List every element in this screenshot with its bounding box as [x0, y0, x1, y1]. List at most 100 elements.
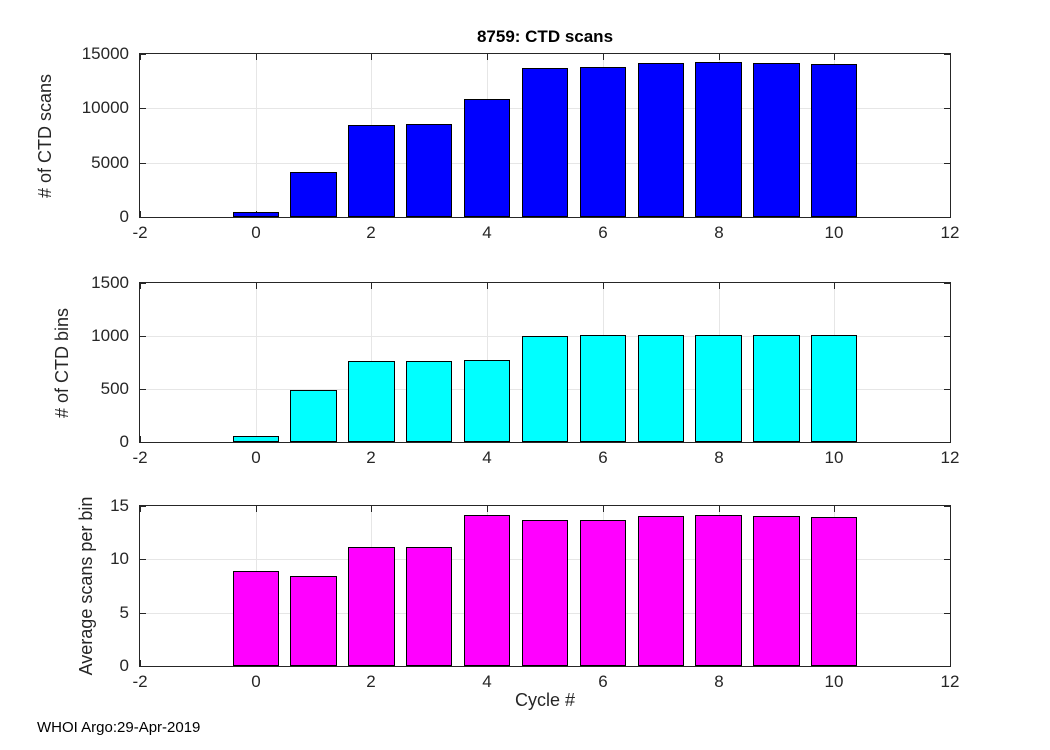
bar — [521, 519, 569, 666]
tick-mark — [140, 506, 146, 507]
x-tick-label: 0 — [251, 223, 261, 242]
x-tick-label: 6 — [598, 672, 608, 691]
tick-mark — [719, 283, 720, 289]
tick-mark — [950, 54, 951, 60]
bar — [464, 515, 511, 666]
bar — [579, 67, 626, 217]
x-tick-label: 8 — [714, 448, 724, 467]
tick-mark — [140, 436, 141, 442]
tick-mark — [944, 108, 950, 109]
x-tick-label: 12 — [940, 448, 960, 467]
bar — [464, 360, 511, 442]
y-tick-label: 15000 — [81, 44, 129, 63]
x-tick-label: -2 — [132, 672, 148, 691]
x-tick-label: 8 — [714, 672, 724, 691]
plot-area-avg-scans-per-bin — [139, 505, 951, 667]
y-tick-label: 500 — [100, 379, 129, 398]
bar — [695, 61, 742, 217]
x-tick-label: 8 — [714, 223, 724, 242]
bar — [695, 514, 742, 666]
bar — [406, 124, 453, 217]
bar — [290, 390, 337, 442]
tick-mark — [487, 54, 488, 60]
tick-mark — [371, 506, 372, 512]
y-tick-label: 10000 — [81, 98, 129, 117]
bar — [232, 435, 279, 442]
tick-mark — [719, 54, 720, 60]
y-tick-label: 0 — [119, 207, 129, 226]
tick-mark — [256, 283, 257, 289]
x-tick-label: 4 — [482, 672, 492, 691]
bar — [811, 517, 858, 666]
bar — [637, 334, 684, 442]
bar — [348, 546, 395, 666]
gridline — [256, 54, 257, 217]
plot-area-ctd-bins — [139, 282, 951, 443]
tick-mark — [140, 559, 146, 560]
tick-mark — [371, 54, 372, 60]
tick-mark — [944, 283, 950, 284]
bar — [406, 360, 453, 442]
tick-mark — [944, 506, 950, 507]
bar — [464, 98, 511, 217]
y-axis-label-ctd-bins: # of CTD bins — [52, 307, 72, 419]
tick-mark — [834, 506, 835, 512]
bar — [232, 211, 279, 217]
bar — [753, 62, 800, 217]
tick-mark — [256, 54, 257, 60]
y-tick-label: 5 — [119, 603, 129, 622]
tick-mark — [140, 613, 146, 614]
x-tick-label: 0 — [251, 448, 261, 467]
tick-mark — [944, 613, 950, 614]
tick-mark — [834, 54, 835, 60]
bar — [290, 576, 337, 666]
tick-mark — [140, 217, 146, 218]
tick-mark — [140, 54, 141, 60]
x-tick-label: 10 — [824, 448, 844, 467]
x-tick-label: 4 — [482, 448, 492, 467]
x-tick-label: -2 — [132, 223, 148, 242]
bar — [521, 68, 569, 217]
tick-mark — [950, 506, 951, 512]
tick-mark — [944, 389, 950, 390]
x-axis-label: Cycle # — [514, 690, 576, 710]
bar — [637, 62, 684, 217]
tick-mark — [944, 559, 950, 560]
tick-mark — [603, 506, 604, 512]
bar — [811, 334, 858, 442]
x-tick-label: -2 — [132, 448, 148, 467]
tick-mark — [140, 666, 146, 667]
bar — [406, 546, 453, 666]
y-tick-label: 1500 — [91, 273, 129, 292]
y-tick-label: 1000 — [91, 326, 129, 345]
bar — [579, 334, 626, 442]
x-tick-label: 6 — [598, 223, 608, 242]
y-tick-label: 5000 — [91, 153, 129, 172]
x-tick-label: 2 — [366, 223, 376, 242]
bar — [290, 172, 337, 217]
x-tick-label: 12 — [940, 672, 960, 691]
figure-title: 8759: CTD scans — [476, 27, 614, 46]
tick-mark — [140, 283, 146, 284]
tick-mark — [487, 506, 488, 512]
bar — [753, 334, 800, 442]
bar — [637, 515, 684, 666]
y-tick-label: 15 — [110, 496, 129, 515]
tick-mark — [140, 506, 141, 512]
tick-mark — [487, 283, 488, 289]
bar — [753, 515, 800, 666]
tick-mark — [140, 389, 146, 390]
tick-mark — [944, 217, 950, 218]
tick-mark — [950, 211, 951, 217]
tick-mark — [719, 506, 720, 512]
tick-mark — [140, 442, 146, 443]
tick-mark — [140, 211, 141, 217]
plot-area-ctd-scans — [139, 53, 951, 218]
x-tick-label: 4 — [482, 223, 492, 242]
x-tick-label: 2 — [366, 448, 376, 467]
x-tick-label: 12 — [940, 223, 960, 242]
tick-mark — [944, 442, 950, 443]
tick-mark — [140, 336, 146, 337]
gridline — [256, 283, 257, 442]
tick-mark — [140, 108, 146, 109]
